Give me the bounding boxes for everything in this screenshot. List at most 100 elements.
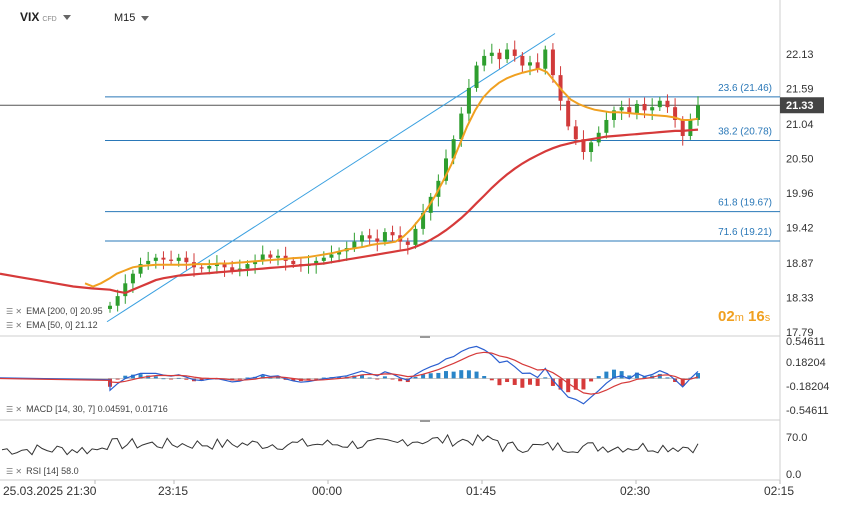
candle-body: [550, 49, 555, 76]
fib-label: 38.2 (20.78): [718, 126, 772, 137]
macd-histogram-bar: [390, 378, 395, 380]
settings-icon[interactable]: ☰ ✕: [6, 321, 23, 330]
candle-body: [184, 257, 189, 263]
candle-body: [253, 260, 258, 265]
candle-body: [543, 49, 548, 69]
trendline[interactable]: [106, 33, 556, 323]
candle-body: [169, 259, 174, 261]
chevron-down-icon: [62, 15, 71, 21]
macd-histogram-bar: [436, 372, 441, 379]
macd-tick-label: 0.18204: [786, 357, 826, 369]
candle-body: [214, 264, 219, 267]
price-tick-label: 22.13: [786, 49, 814, 61]
candle-body: [589, 142, 594, 153]
macd-histogram-bar: [451, 371, 456, 379]
time-tick-label: 01:45: [466, 484, 496, 498]
macd-histogram-bar: [360, 374, 364, 379]
rsi-legend[interactable]: ☰ ✕ RSI [14] 58.0: [6, 466, 79, 476]
macd-legend[interactable]: ☰ ✕ MACD [14, 30, 7] 0.04591, 0.01716: [6, 404, 168, 414]
settings-icon[interactable]: ☰ ✕: [6, 307, 23, 316]
macd-histogram-bar: [528, 378, 532, 385]
candle-body: [176, 257, 181, 261]
candle-body: [665, 100, 670, 108]
candle-body: [230, 267, 235, 271]
candle-body: [276, 255, 280, 258]
macd-histogram-bar: [520, 378, 525, 388]
macd-histogram-bar: [512, 378, 517, 385]
macd-histogram-bar: [352, 375, 357, 379]
candle-body: [222, 264, 227, 268]
current-price-tag: [780, 97, 824, 114]
rsi-line: [1, 433, 699, 456]
candle-body: [673, 107, 678, 120]
macd-label: MACD [14, 30, 7] 0.04591, 0.01716: [26, 404, 168, 414]
candles: [108, 40, 700, 313]
macd-histogram-bar: [657, 373, 662, 379]
timeframe-selector[interactable]: M15: [114, 12, 150, 24]
price-tick-label: 21.04: [786, 119, 814, 131]
candle-body: [130, 273, 135, 284]
candle-body: [421, 212, 426, 229]
ema200-legend[interactable]: ☰ ✕ EMA [200, 0] 20.95: [6, 306, 103, 316]
macd-histogram-bar: [428, 373, 433, 379]
candle-body: [207, 266, 212, 269]
macd-histogram-bar: [444, 371, 448, 379]
macd-histogram-bar: [497, 378, 502, 386]
candle-body: [466, 87, 471, 114]
candle-body: [497, 52, 502, 60]
macd-histogram-bar: [543, 377, 548, 379]
symbol-label: VIX: [20, 10, 40, 24]
candle-body: [199, 267, 204, 269]
candle-body: [474, 65, 479, 88]
macd-histogram-bar: [627, 375, 632, 379]
candle-body: [535, 62, 540, 69]
countdown-minutes: 02: [718, 308, 735, 325]
candle-body: [123, 283, 128, 297]
rsi-drag-handle[interactable]: [420, 420, 430, 422]
trendline-segment[interactable]: [106, 33, 556, 323]
ema50-legend[interactable]: ☰ ✕ EMA [50, 0] 21.12: [6, 320, 98, 330]
candle-body: [688, 119, 693, 136]
candle-body: [153, 257, 158, 261]
macd-histogram-bar: [535, 378, 540, 386]
macd-signal-line: [0, 351, 699, 395]
candle-body: [245, 264, 250, 269]
macd-histogram-bar: [153, 376, 158, 379]
candle-body: [612, 110, 616, 120]
macd-histogram-bar: [466, 370, 471, 379]
macd-drag-handle[interactable]: [420, 336, 430, 338]
candle-body: [619, 107, 624, 111]
fibonacci-levels[interactable]: 23.6 (21.46) 38.2 (20.78) 61.8 (19.67) 71.6…: [0, 83, 780, 242]
time-tick-label: 25.03.2025 21:30: [3, 484, 97, 498]
symbol-selector[interactable]: VIX CFD: [20, 10, 71, 24]
price-tick-label: 20.50: [786, 153, 814, 165]
candle-body: [634, 103, 639, 114]
macd-line: [0, 345, 699, 405]
candle-body: [566, 100, 571, 127]
macd-histogram-bar: [573, 378, 578, 390]
macd-histogram-bar: [276, 377, 280, 379]
ema-lines: [0, 67, 699, 295]
macd-histogram-bar: [474, 371, 479, 379]
candle-body: [382, 232, 387, 242]
candle-body: [489, 52, 494, 56]
settings-icon[interactable]: ☰ ✕: [6, 405, 23, 414]
macd-histogram-bar: [314, 378, 319, 380]
macd-histogram-bar: [382, 376, 387, 379]
candle-body: [146, 260, 151, 265]
ema200-label: EMA [200, 0] 20.95: [26, 306, 103, 316]
ema200-line: [0, 128, 699, 295]
candle-body: [260, 254, 265, 261]
price-tick-label: 18.87: [786, 258, 814, 270]
macd-histogram-bar: [596, 376, 601, 379]
macd-histogram-bar: [489, 378, 494, 381]
candle-body: [451, 139, 456, 159]
candle-countdown: 02m 16s: [718, 308, 770, 325]
candle-body: [505, 49, 510, 60]
settings-icon[interactable]: ☰ ✕: [6, 467, 23, 476]
candle-body: [604, 119, 609, 133]
current-price-label: 21.33: [786, 100, 814, 112]
countdown-seconds: 16: [748, 308, 765, 325]
price-tick-label: 19.96: [786, 188, 814, 200]
